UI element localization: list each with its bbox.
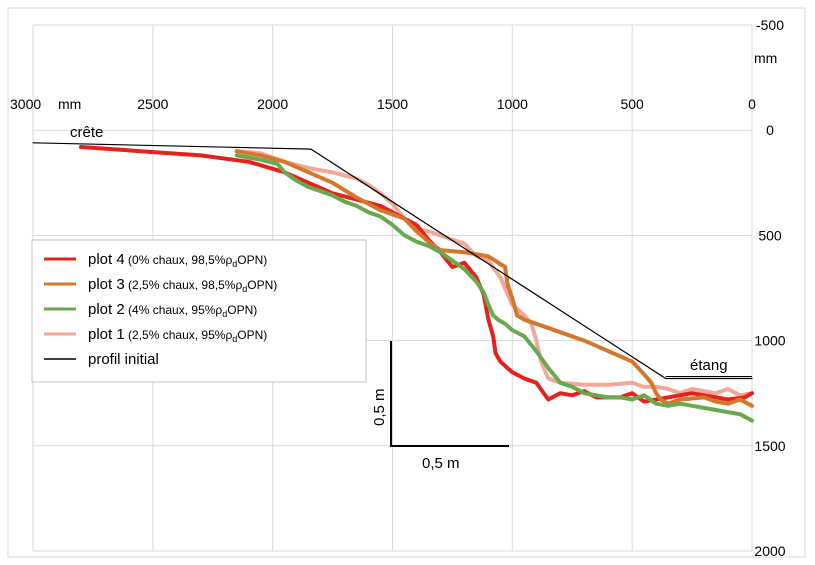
legend-box [31,239,367,383]
legend-entry: plot 1 (2,5% chaux, 95%ρdOPN) [88,326,267,344]
x-ticks: 3000 2500 2000 1500 1000 500 0 [10,96,756,112]
y-ticks: -500 0 500 1000 1500 2000 [754,17,785,559]
x-tick-label: 1000 [497,96,528,112]
scale-vertical-label: 0,5 m [371,388,388,426]
y-unit-label: mm [754,50,777,66]
x-unit-label: mm [58,96,81,112]
series-line-plot-2 [234,153,754,423]
legend-entry: plot 4 (0% chaux, 98,5%ρdOPN) [88,251,267,269]
scale-horizontal-label: 0,5 m [422,455,460,472]
x-tick-label: 1500 [377,96,408,112]
legend-entry: plot 2 (4% chaux, 95%ρdOPN) [88,301,257,319]
y-tick-label: 1000 [754,333,785,349]
series-line-profil-initial [32,142,753,380]
x-tick-label: 500 [620,96,644,112]
series-group [32,142,754,423]
y-tick-label: 1500 [754,438,785,454]
x-tick-label: 0 [748,96,756,112]
y-tick-label: 500 [758,227,782,243]
y-tick-label: 2000 [754,543,785,559]
series-line-plot-3 [234,149,754,408]
scale-bar: 0,5 m 0,5 m [371,341,509,472]
series-line-plot-4 [78,145,754,404]
x-tick-label: 3000 [10,96,41,112]
x-tick-label: 2000 [257,96,288,112]
legend: plot 4 (0% chaux, 98,5%ρdOPN) plot 3 (2,5… [31,239,367,383]
series-line-plot-1 [234,149,754,398]
y-tick-label: 0 [766,122,774,138]
pond-label: étang [690,357,728,374]
legend-entry: profil initial [88,351,159,368]
x-tick-label: 2500 [137,96,168,112]
y-tick-label: -500 [756,17,784,33]
grid [32,24,753,552]
legend-entry: plot 3 (2,5% chaux, 98,5%ρdOPN) [88,276,277,294]
crest-label: crête [70,124,103,141]
